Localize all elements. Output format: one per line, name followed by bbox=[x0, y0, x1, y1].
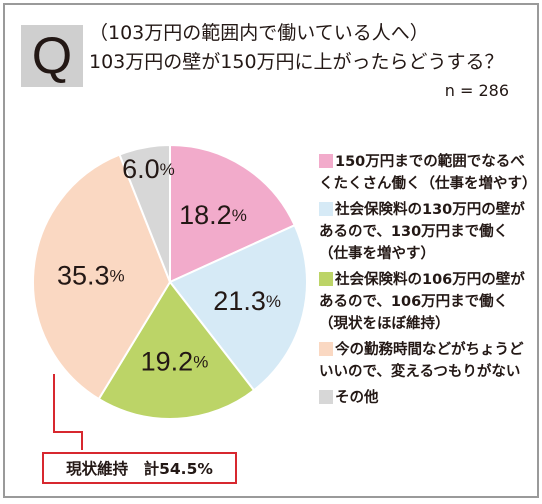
total-bracket-line bbox=[53, 374, 83, 450]
legend-item-0: 150万円までの範囲でなるべくたくさん働く（仕事を増やす） bbox=[319, 151, 537, 195]
legend-item-3: 今の勤務時間などがちょうどいいので、変えるつもりがない bbox=[319, 339, 531, 383]
pie-slice-2 bbox=[97, 280, 256, 420]
question-marker: Q bbox=[21, 25, 83, 87]
legend-label-0: 150万円までの範囲でなるべくたくさん働く（仕事を増やす） bbox=[319, 154, 537, 192]
slice-value-label-0: 18.2% bbox=[179, 200, 247, 230]
legend: 150万円までの範囲でなるべくたくさん働く（仕事を増やす） 社会保険料の130万円… bbox=[319, 151, 537, 413]
total-annotation: 現状維持 計54.5% bbox=[42, 452, 237, 484]
legend-label-3: 今の勤務時間などがちょうどいいので、変えるつもりがない bbox=[319, 342, 524, 380]
pie-chart: 18.2% 21.3%19.2% 35.3% 6.0% bbox=[32, 143, 308, 450]
legend-swatch-4 bbox=[319, 390, 333, 404]
question-line-2: 103万円の壁が150万円に上がったらどうする？ bbox=[89, 51, 504, 73]
pie-slice-3 bbox=[32, 153, 172, 401]
question-line-1: （103万円の範囲内で働いている人へ） bbox=[89, 22, 429, 44]
pie-slice-1 bbox=[168, 223, 308, 392]
slice-value-label-3: 35.3% bbox=[57, 260, 125, 290]
legend-item-2: 社会保険料の106万円の壁があるので、106万円まで働く（現状をほぼ維持） bbox=[319, 269, 531, 335]
pie-slice-4 bbox=[118, 143, 171, 283]
legend-swatch-2 bbox=[319, 272, 333, 286]
pie-slice-0 bbox=[169, 143, 297, 284]
legend-swatch-0 bbox=[319, 154, 333, 168]
slice-value-label-2: 19.2% bbox=[141, 346, 209, 376]
legend-label-2: 社会保険料の106万円の壁があるので、106万円まで働く（現状をほぼ維持） bbox=[319, 272, 525, 332]
legend-label-4: その他 bbox=[335, 390, 379, 406]
legend-label-1: 社会保険料の130万円の壁があるので、130万円まで働く（仕事を増やす） bbox=[319, 202, 525, 262]
slice-value-label-4: 6.0% bbox=[122, 154, 175, 184]
chart-panel: Q （103万円の範囲内で働いている人へ） 103万円の壁が150万円に上がった… bbox=[3, 3, 539, 498]
legend-item-1: 社会保険料の130万円の壁があるので、130万円まで働く（仕事を増やす） bbox=[319, 199, 531, 265]
legend-item-4: その他 bbox=[319, 387, 531, 409]
legend-swatch-3 bbox=[319, 342, 333, 356]
sample-size: n = 286 bbox=[444, 81, 509, 100]
slice-value-label-1: 21.3% bbox=[213, 286, 281, 316]
legend-swatch-1 bbox=[319, 202, 333, 216]
